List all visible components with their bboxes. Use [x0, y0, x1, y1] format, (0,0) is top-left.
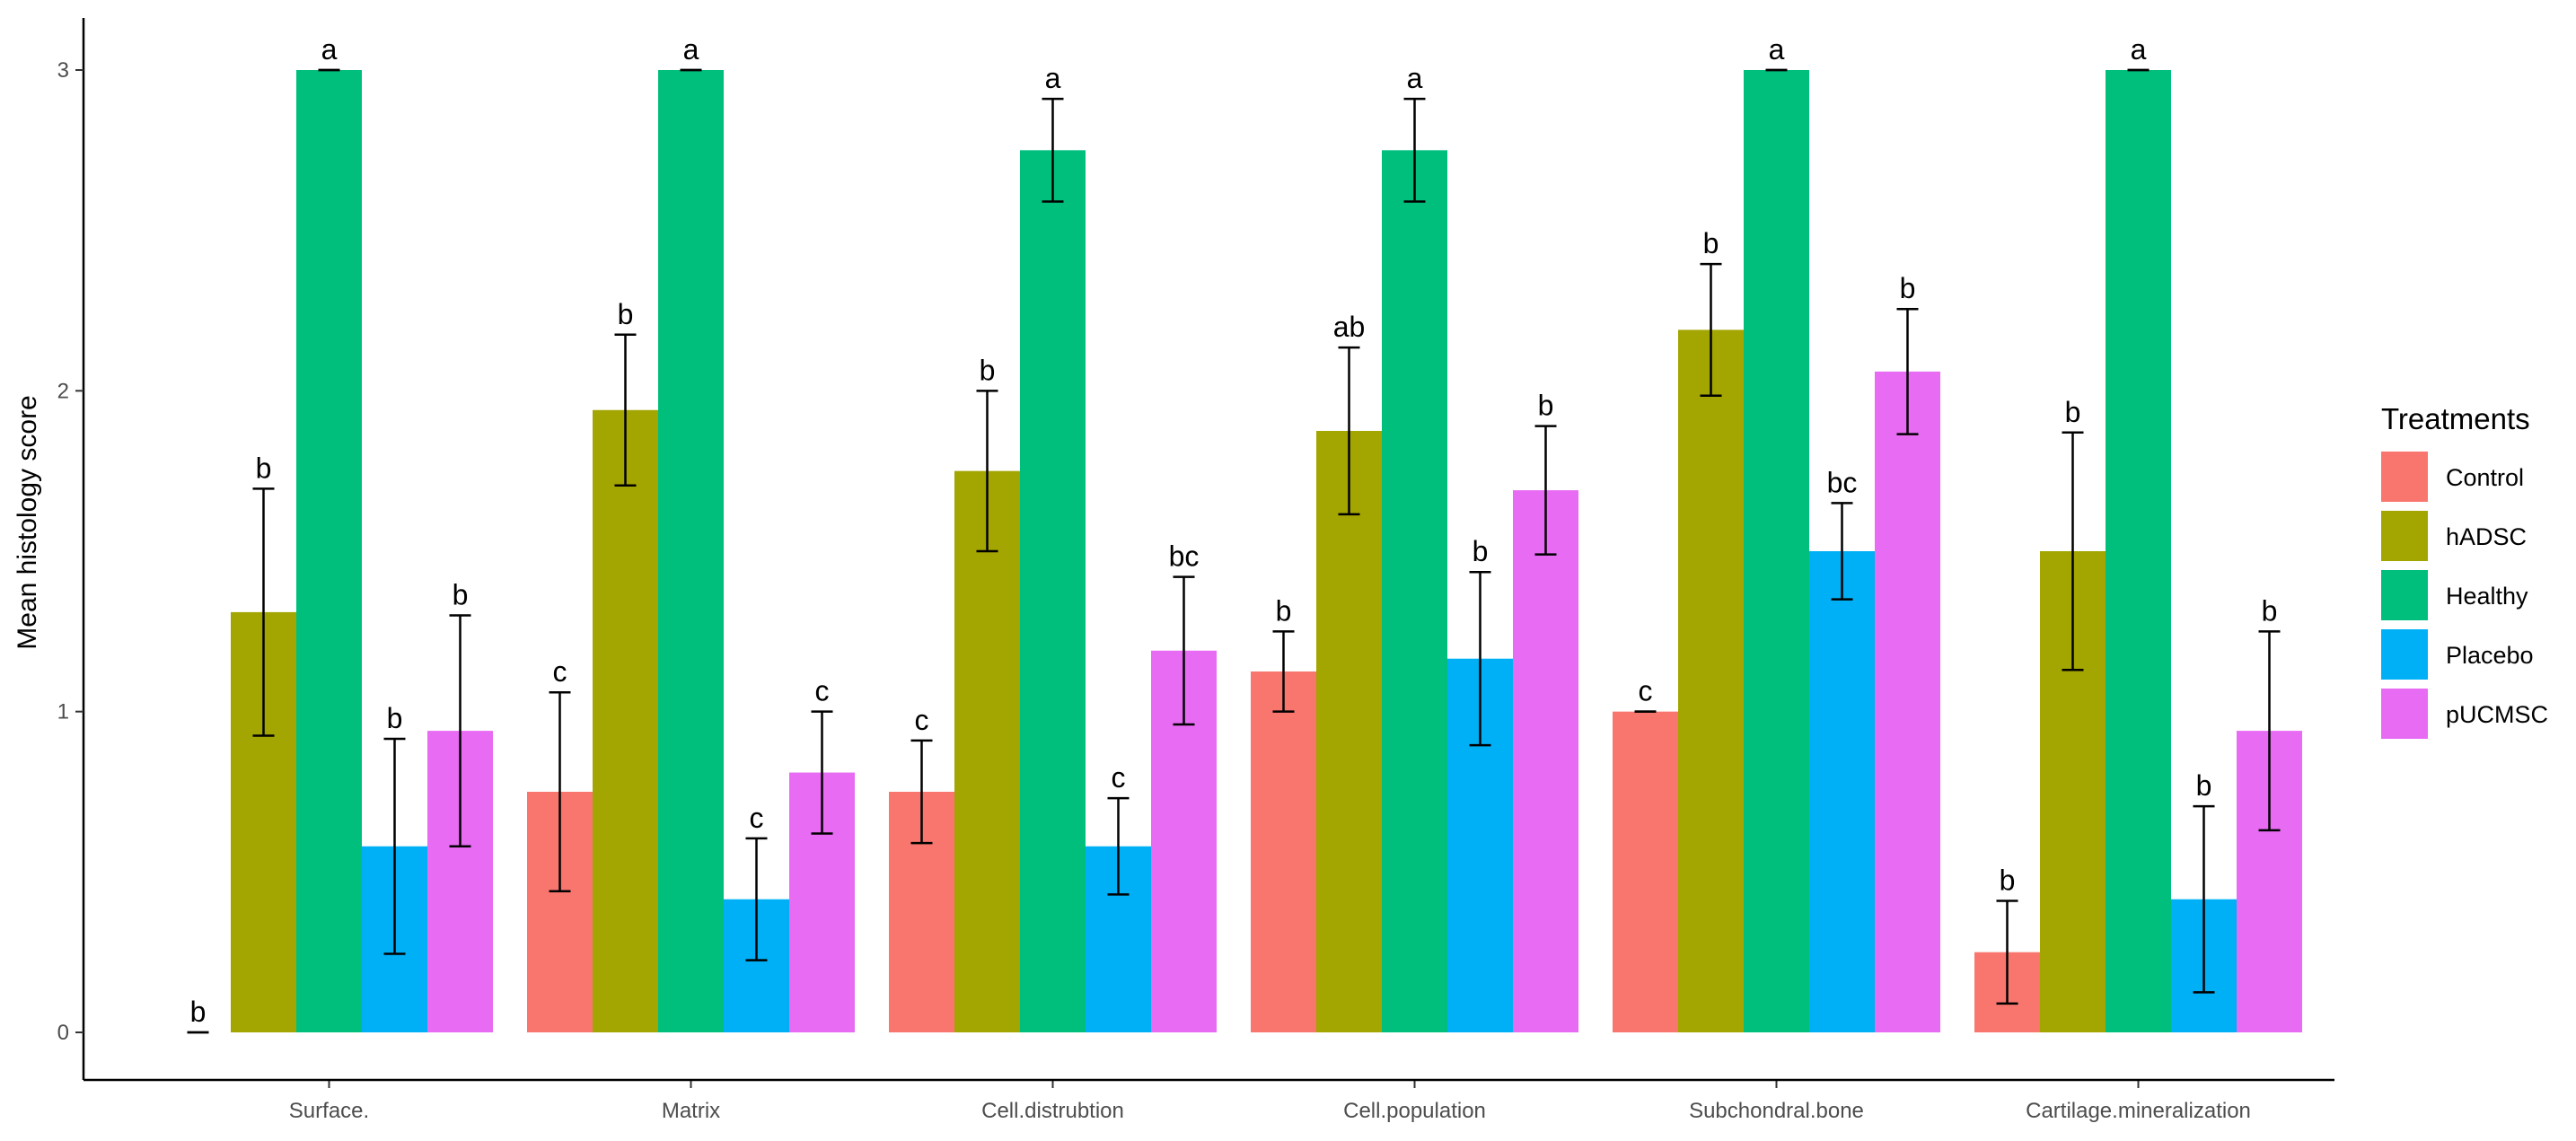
y-tick-label: 1 [57, 700, 69, 724]
x-tick-label: Subchondral.bone [1689, 1099, 1864, 1123]
legend-key-healthy [2381, 570, 2428, 620]
significance-letter: b [1473, 535, 1489, 567]
significance-letter: b [2262, 594, 2278, 627]
bar-hadsc-2 [954, 470, 1020, 1032]
bar-placebo-4 [1809, 551, 1875, 1032]
significance-letter: c [553, 655, 567, 688]
significance-letter: a [1769, 33, 1785, 66]
y-tick-label: 3 [57, 58, 69, 83]
legend: Treatments Control hADSC Healthy Placebo pUC… [2381, 402, 2548, 739]
significance-letter: bc [1169, 540, 1200, 573]
significance-letter: b [618, 298, 634, 330]
legend-label: Placebo [2446, 642, 2534, 669]
significance-letter: a [2131, 33, 2147, 66]
significance-letter: b [2065, 396, 2081, 428]
significance-letter: b [980, 354, 996, 386]
significance-letter: b [453, 578, 469, 610]
significance-letter: c [1112, 761, 1126, 794]
significance-letter: b [1276, 594, 1292, 627]
legend-key-placebo [2381, 629, 2428, 680]
bar-healthy-0 [296, 70, 362, 1032]
x-tick-label: Matrix [662, 1099, 720, 1123]
bar-hadsc-3 [1316, 431, 1382, 1032]
legend-label: pUCMSC [2446, 701, 2548, 728]
significance-letter: b [2196, 769, 2212, 802]
y-tick-label: 2 [57, 379, 69, 403]
legend-key-pucmsc [2381, 689, 2428, 739]
bar-pucmsc-4 [1875, 371, 1940, 1033]
bar-healthy-1 [658, 70, 724, 1032]
significance-letter: bc [1827, 466, 1858, 498]
x-tick-label: Surface. [289, 1099, 369, 1123]
legend-label: Control [2446, 464, 2524, 491]
bar-healthy-3 [1382, 150, 1447, 1033]
significance-letter: a [321, 33, 338, 66]
legend-key-control [2381, 452, 2428, 502]
significance-letter: ab [1333, 311, 1366, 343]
significance-letter: b [256, 452, 272, 484]
significance-letter: c [1639, 675, 1653, 707]
x-tick-label: Cartilage.mineralization [2026, 1099, 2251, 1123]
legend-label: Healthy [2446, 583, 2528, 610]
bar-healthy-5 [2106, 70, 2171, 1032]
significance-letter: b [1900, 272, 1916, 304]
significance-letter: c [815, 675, 830, 707]
legend-label: hADSC [2446, 523, 2527, 550]
bar-hadsc-4 [1678, 329, 1744, 1032]
significance-letter: c [915, 704, 929, 736]
y-tick-label: 0 [57, 1021, 69, 1045]
significance-letter: b [2000, 864, 2016, 896]
significance-letter: b [1538, 390, 1554, 422]
bar-control-3 [1251, 671, 1316, 1032]
legend-title: Treatments [2381, 402, 2530, 435]
significance-letter: a [1045, 62, 1061, 94]
bar-healthy-2 [1020, 150, 1086, 1033]
bar-control-4 [1613, 711, 1678, 1032]
bar-healthy-4 [1744, 70, 1809, 1032]
significance-letter: a [683, 33, 699, 66]
bar-pucmsc-3 [1513, 490, 1578, 1032]
axes: Surface. Matrix Cell.distrubtion Cell.popul… [57, 18, 2334, 1123]
significance-letter: a [1407, 62, 1423, 94]
bar-hadsc-1 [593, 409, 658, 1033]
significance-letter: c [750, 802, 764, 834]
y-axis-label: Mean histology score [13, 395, 42, 649]
legend-key-hadsc [2381, 511, 2428, 561]
x-tick-label: Cell.distrubtion [981, 1099, 1124, 1123]
significance-letter: b [1703, 227, 1719, 259]
x-tick-label: Cell.population [1343, 1099, 1486, 1123]
significance-letter: b [190, 996, 207, 1028]
significance-letter: b [387, 702, 403, 734]
